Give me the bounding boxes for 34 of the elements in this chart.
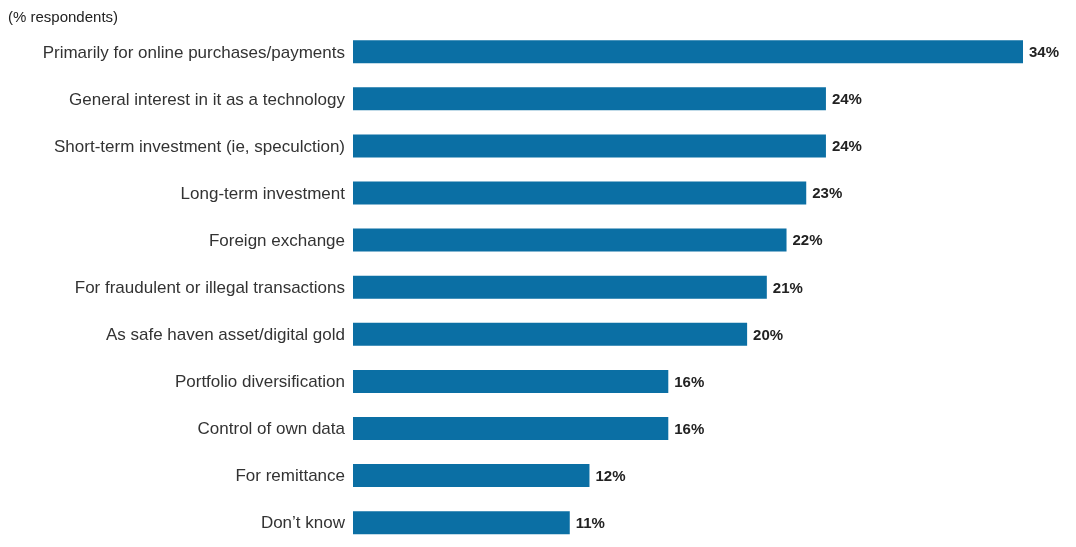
y-tick-label: Control of own data xyxy=(197,419,346,439)
data-label: 16% xyxy=(674,372,705,390)
bar xyxy=(353,369,669,393)
data-label: 24% xyxy=(831,137,862,155)
bar xyxy=(353,228,787,252)
data-label: 24% xyxy=(831,90,862,108)
bar xyxy=(353,416,669,440)
data-label: 12% xyxy=(595,466,626,484)
y-tick-label: As safe haven asset/digital gold xyxy=(105,325,345,345)
y-tick-label: General interest in it as a technology xyxy=(69,89,346,109)
bar xyxy=(353,87,826,111)
y-tick-label: Short-term investment (ie, speculction) xyxy=(54,136,345,156)
data-label: 21% xyxy=(772,278,803,296)
y-tick-label: For fraudulent or illegal transactions xyxy=(74,278,345,298)
data-label: 23% xyxy=(812,184,843,202)
bar xyxy=(353,322,748,346)
y-tick-label: Portfolio diversification xyxy=(174,372,345,392)
data-label: 34% xyxy=(1029,43,1060,61)
bar xyxy=(353,40,1023,64)
y-tick-label: Long-term investment xyxy=(180,183,346,203)
data-label: 22% xyxy=(792,231,823,249)
y-tick-label: Primarily for online purchases/payments xyxy=(42,42,345,62)
bar xyxy=(353,134,826,158)
bar xyxy=(353,464,590,488)
bar xyxy=(353,511,570,535)
bar xyxy=(353,275,767,299)
data-label: 16% xyxy=(674,419,705,437)
data-label: 11% xyxy=(575,513,605,531)
y-tick-label: Foreign exchange xyxy=(208,230,345,250)
y-tick-label: For remittance xyxy=(235,466,345,486)
text: (% respondents) xyxy=(8,8,120,26)
bar xyxy=(353,181,807,205)
y-tick-label: Don’t know xyxy=(260,513,346,533)
data-label: 20% xyxy=(753,325,784,343)
